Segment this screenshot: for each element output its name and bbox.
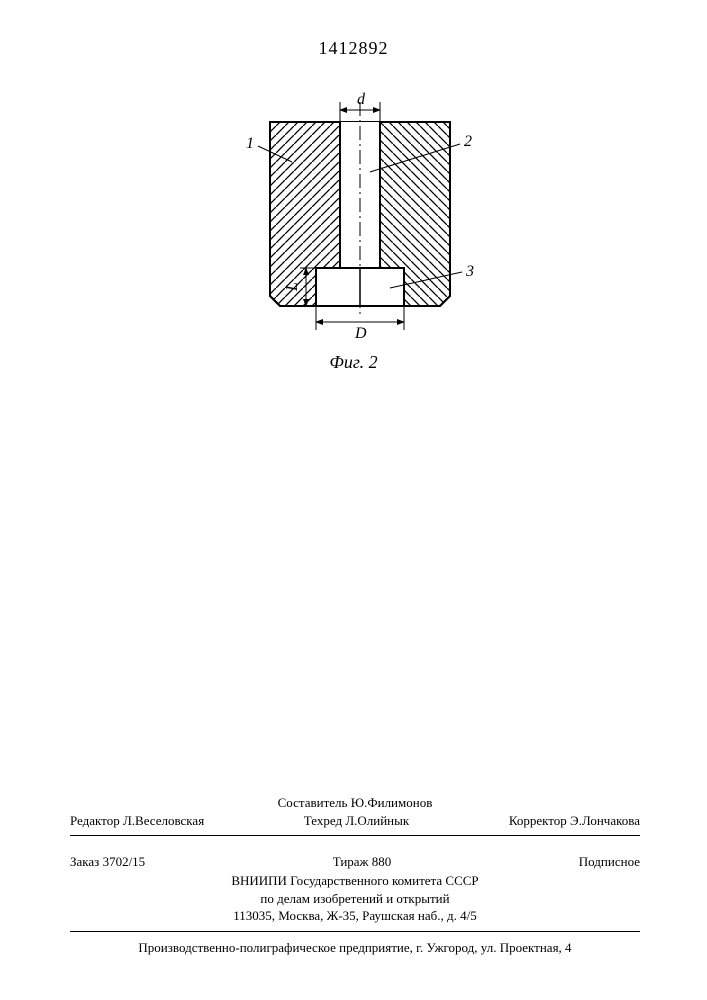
ref-2: 2 (464, 133, 472, 150)
divider-1 (70, 835, 640, 836)
org-block: ВНИИПИ Государственного комитета СССР по… (70, 872, 640, 938)
order-block: Заказ 3702/15 Тираж 880 Подписное (70, 854, 640, 870)
dim-D-label: D (354, 325, 367, 342)
org-line-3: 113035, Москва, Ж-35, Раушская наб., д. … (70, 907, 640, 925)
corrector-name: Э.Лончакова (570, 813, 640, 828)
document-number: 1412892 (0, 38, 707, 59)
ref-1: 1 (246, 135, 254, 152)
producer-line: Производственно-полиграфическое предприя… (70, 940, 640, 956)
figure-2: d D L 1 2 3 (240, 72, 480, 352)
editor-label: Редактор (70, 813, 120, 828)
figure-svg: d D L 1 2 3 (240, 72, 480, 352)
org-line-1: ВНИИПИ Государственного комитета СССР (70, 872, 640, 890)
corrector-label: Корректор (509, 813, 567, 828)
page: 1412892 (0, 0, 707, 1000)
tirazh-cell: Тираж 880 (333, 854, 392, 870)
tirazh-value: 880 (372, 854, 392, 869)
ref-3: 3 (465, 263, 474, 280)
credits-row: Редактор Л.Веселовская Техред Л.Олийнык … (70, 812, 640, 830)
compiler-line: Составитель Ю.Филимонов (70, 794, 640, 812)
dim-d-label: d (357, 91, 366, 108)
tech-cell: Техред Л.Олийнык (304, 812, 409, 830)
signed-cell: Подписное (579, 854, 640, 870)
order-no: 3702/15 (103, 854, 146, 869)
tech-name: Л.Олийнык (345, 813, 409, 828)
compiler-label: Составитель (278, 795, 348, 810)
editor-cell: Редактор Л.Веселовская (70, 812, 204, 830)
figure-caption: Фиг. 2 (0, 352, 707, 373)
credits-block: Составитель Ю.Филимонов Редактор Л.Весел… (70, 792, 640, 842)
org-line-2: по делам изобретений и открытий (70, 890, 640, 908)
compiler-name: Ю.Филимонов (351, 795, 433, 810)
tirazh-label: Тираж (333, 854, 369, 869)
order-cell: Заказ 3702/15 (70, 854, 145, 870)
corrector-cell: Корректор Э.Лончакова (509, 812, 640, 830)
editor-name: Л.Веселовская (123, 813, 204, 828)
divider-2 (70, 931, 640, 932)
dim-L-label: L (284, 282, 301, 292)
tech-label: Техред (304, 813, 342, 828)
order-label: Заказ (70, 854, 99, 869)
